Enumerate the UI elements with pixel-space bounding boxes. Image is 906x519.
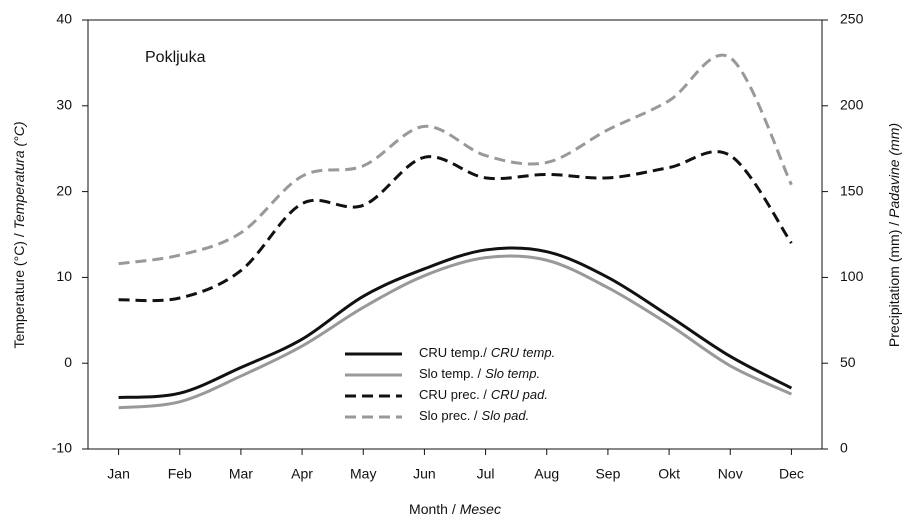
y-tick-label: 30 bbox=[56, 97, 72, 113]
x-tick-label: Apr bbox=[291, 466, 313, 482]
y2-tick-label: 150 bbox=[840, 182, 864, 198]
y2-label-sl: Padavine (mm) bbox=[886, 123, 902, 218]
x-axis-label: Month / Mesec bbox=[409, 501, 501, 517]
legend-name-local: Slo temp. bbox=[485, 366, 540, 381]
legend-label: Slo temp. / Slo temp. bbox=[419, 366, 540, 381]
y-label-en: Temperature (°C) / bbox=[11, 233, 27, 348]
y-label-sl: Temperatura (°C) bbox=[11, 121, 27, 229]
legend-label: CRU prec. / CRU pad. bbox=[419, 387, 548, 402]
x-label-sl: Mesec bbox=[460, 501, 501, 517]
legend-name-local: Slo pad. bbox=[482, 408, 530, 423]
series-line bbox=[118, 53, 793, 266]
legend-name: Slo temp. / bbox=[419, 366, 482, 381]
series-line bbox=[118, 150, 793, 303]
y2-tick-label: 50 bbox=[840, 354, 856, 370]
y2-tick-label: 100 bbox=[840, 268, 864, 284]
x-tick-label: Sep bbox=[595, 466, 620, 482]
x-tick-label: Jan bbox=[107, 466, 130, 482]
y2-tick-label: 0 bbox=[840, 440, 848, 456]
legend-name-local: CRU temp. bbox=[491, 345, 555, 360]
y2-label-en: Precipitatiom (mm) / bbox=[886, 222, 902, 347]
y-axis-label: Temperature (°C) / Temperatura (°C) bbox=[11, 121, 27, 348]
y-tick-label: 10 bbox=[56, 268, 72, 284]
x-tick-label: Jun bbox=[413, 466, 436, 482]
x-tick-label: May bbox=[350, 466, 376, 482]
x-tick-label: Mar bbox=[229, 466, 253, 482]
legend-label: CRU temp./ CRU temp. bbox=[419, 345, 555, 360]
x-label-en: Month / bbox=[409, 501, 456, 517]
x-tick-label: Feb bbox=[168, 466, 192, 482]
x-tick-label: Dec bbox=[779, 466, 804, 482]
legend-name-local: CRU pad. bbox=[491, 387, 548, 402]
y-tick-label: 0 bbox=[64, 354, 72, 370]
y2-tick-label: 200 bbox=[840, 97, 864, 113]
x-tick-label: Nov bbox=[718, 466, 743, 482]
legend-name: CRU prec. / bbox=[419, 387, 487, 402]
x-tick-label: Okt bbox=[658, 466, 680, 482]
y2-axis-label: Precipitatiom (mm) / Padavine (mm) bbox=[886, 123, 902, 347]
y2-tick-label: 250 bbox=[840, 11, 864, 27]
plot-frame bbox=[87, 19, 823, 450]
legend-name: Slo prec. / bbox=[419, 408, 478, 423]
series-line bbox=[118, 246, 793, 400]
y-tick-label: 40 bbox=[56, 11, 72, 27]
y-tick-label: 20 bbox=[56, 182, 72, 198]
x-tick-label: Aug bbox=[534, 466, 559, 482]
legend-label: Slo prec. / Slo pad. bbox=[419, 408, 529, 423]
legend-name: CRU temp./ bbox=[419, 345, 487, 360]
annotation: Pokljuka bbox=[145, 49, 206, 66]
series-line bbox=[118, 254, 793, 410]
y-tick-label: -10 bbox=[52, 440, 72, 456]
x-tick-label: Jul bbox=[477, 466, 495, 482]
